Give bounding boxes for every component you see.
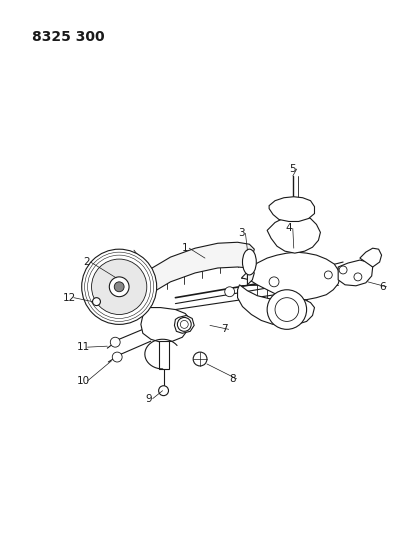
Text: 10: 10	[77, 376, 90, 386]
Polygon shape	[148, 243, 254, 295]
Circle shape	[109, 277, 129, 297]
Polygon shape	[268, 197, 314, 222]
Circle shape	[353, 273, 361, 281]
Text: 2: 2	[83, 257, 90, 267]
Circle shape	[324, 271, 331, 279]
Polygon shape	[267, 215, 319, 253]
Circle shape	[224, 287, 234, 297]
Text: 3: 3	[238, 228, 244, 238]
Polygon shape	[174, 316, 194, 333]
Circle shape	[268, 277, 278, 287]
Circle shape	[91, 259, 146, 314]
Circle shape	[338, 266, 346, 274]
Text: 8325 300: 8325 300	[32, 30, 105, 44]
Text: 12: 12	[63, 293, 76, 303]
Polygon shape	[241, 252, 339, 300]
Text: 11: 11	[77, 342, 90, 352]
Circle shape	[158, 386, 168, 395]
Circle shape	[193, 352, 207, 366]
Text: 6: 6	[378, 282, 385, 292]
Text: 9: 9	[145, 393, 152, 403]
Circle shape	[177, 318, 191, 332]
Text: 4: 4	[285, 223, 292, 233]
Circle shape	[112, 352, 122, 362]
Polygon shape	[141, 308, 190, 342]
Text: 5: 5	[289, 164, 295, 174]
Text: 7: 7	[221, 325, 227, 334]
Polygon shape	[359, 248, 381, 267]
Text: 1: 1	[182, 243, 188, 253]
Text: 8: 8	[229, 374, 235, 384]
Circle shape	[92, 297, 100, 305]
Ellipse shape	[242, 249, 256, 275]
Polygon shape	[237, 285, 314, 325]
Polygon shape	[337, 260, 372, 286]
Circle shape	[81, 249, 156, 325]
Polygon shape	[158, 341, 168, 369]
Circle shape	[110, 337, 120, 347]
Circle shape	[267, 290, 306, 329]
Circle shape	[114, 282, 124, 292]
